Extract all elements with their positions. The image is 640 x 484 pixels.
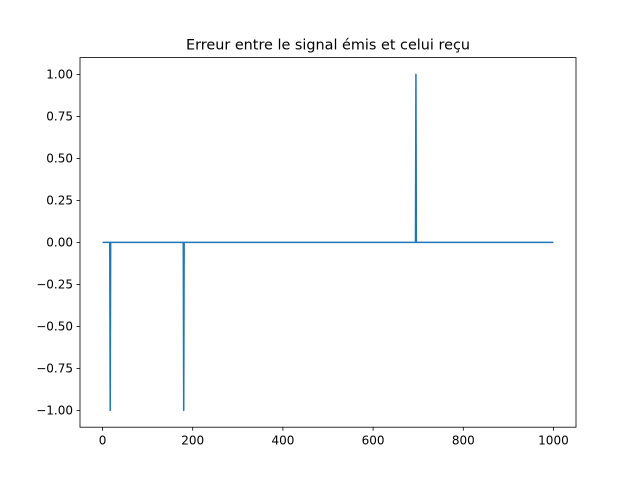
x-axis: 0 200 400 600 800 1000 [99,427,569,448]
y-tick-label: 0.75 [46,110,73,124]
y-tick-label: −0.75 [36,362,73,376]
plot-frame [79,57,577,428]
y-tick-label: −1.00 [36,404,73,418]
x-tick-label: 800 [452,434,475,448]
x-tick-label: 0 [99,434,107,448]
x-tick-label: 600 [362,434,385,448]
y-tick-label: 0.25 [46,194,73,208]
plot-area [102,73,554,412]
x-tick-label: 1000 [538,434,569,448]
y-tick-label: 0.50 [46,152,73,166]
y-tick-label: 1.00 [46,68,73,82]
y-tick-label: −0.50 [36,320,73,334]
x-tick-label: 200 [181,434,204,448]
y-tick-label: 0.00 [46,236,73,250]
x-tick-label: 400 [271,434,294,448]
y-tick-label: −0.25 [36,278,73,292]
chart-title: Erreur entre le signal émis et celui reç… [186,38,470,54]
series-line-0 [102,73,554,412]
y-axis: −1.00 −0.75 −0.50 −0.25 0.00 0.25 0.50 0.75 1.00 [36,68,80,418]
